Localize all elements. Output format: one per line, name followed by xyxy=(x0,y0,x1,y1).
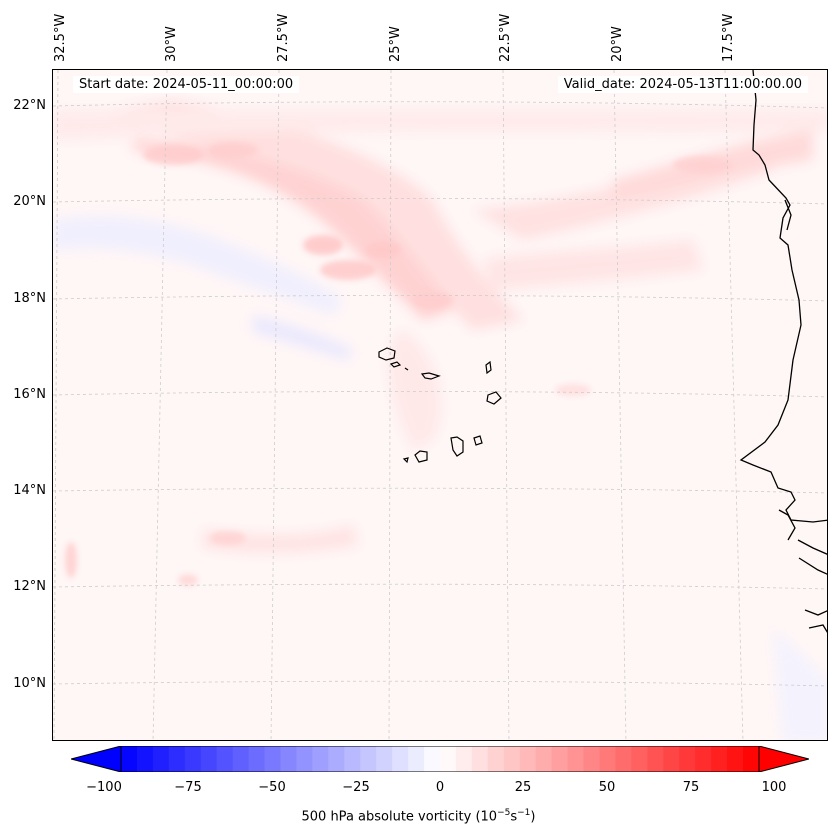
colorbar-cell xyxy=(344,746,361,772)
colorbar-cell xyxy=(168,746,186,772)
graticule xyxy=(53,70,827,740)
colorbar-cell xyxy=(679,746,696,772)
colorbar-cell xyxy=(583,746,600,772)
island-brava xyxy=(402,457,409,464)
colorbar-cell xyxy=(631,746,648,772)
colorbar-cell xyxy=(136,746,154,772)
colorbar-cell xyxy=(663,746,680,772)
colorbar-cell xyxy=(264,746,281,772)
colorbar-cell xyxy=(615,746,632,772)
colorbar-cell xyxy=(152,746,170,772)
colorbar-cell xyxy=(440,746,457,772)
colorbar-cell xyxy=(503,746,521,772)
vorticity-field-map xyxy=(53,70,827,740)
valid-date-label: Valid_date: 2024-05-13T11:00:00.00 xyxy=(557,76,808,93)
colorbar-cell xyxy=(184,746,202,772)
colorbar-scale xyxy=(69,745,811,773)
colorbar-cell xyxy=(248,746,266,772)
colorbar-cell xyxy=(519,746,537,772)
colorbar-cell xyxy=(392,746,409,772)
colorbar-cells xyxy=(69,745,811,773)
colorbar-cell xyxy=(232,746,250,772)
colorbar-cell xyxy=(551,746,569,772)
colorbar-extend-max xyxy=(758,745,811,773)
colorbar-cell xyxy=(312,746,329,772)
lon-label-17-5w: 17.5°W xyxy=(721,13,736,62)
lon-label-22-5w: 22.5°W xyxy=(498,13,513,62)
colorbar-cell xyxy=(376,746,393,772)
island-fogo xyxy=(414,450,428,463)
lat-label-12n: 12°N xyxy=(13,579,46,594)
colorbar-tick-label: −25 xyxy=(342,780,370,795)
lon-label-20w: 20°W xyxy=(610,26,625,62)
cape-verde-islands xyxy=(378,347,502,464)
island-santo-antao xyxy=(378,347,396,361)
colorbar-label-mid: s xyxy=(510,809,518,825)
africa-coastline xyxy=(739,70,827,633)
colorbar-cell xyxy=(471,746,489,772)
colorbar-cell xyxy=(647,746,664,772)
colorbar-tick-label: −100 xyxy=(86,780,122,795)
colorbar-cell xyxy=(296,746,313,772)
lon-label-30w: 30°W xyxy=(164,26,179,62)
colorbar-tick-label: 75 xyxy=(682,780,700,795)
island-sao-vicente xyxy=(389,361,402,368)
colorbar-extend-min xyxy=(69,745,122,773)
colorbar-cell xyxy=(328,746,345,772)
colorbar-tick-label: 25 xyxy=(514,780,532,795)
colorbar-cell xyxy=(599,746,616,772)
map-panel xyxy=(52,69,828,741)
lon-label-25w: 25°W xyxy=(388,26,403,62)
colorbar-cell xyxy=(424,746,441,772)
colorbar-tick-label: 0 xyxy=(435,780,445,795)
colorbar-label-main: 500 hPa absolute vorticity (10 xyxy=(301,809,498,825)
colorbar-tick-label: 50 xyxy=(598,780,616,795)
island-sal xyxy=(485,360,492,375)
island-sao-nicolau xyxy=(420,372,441,380)
colorbar-cell xyxy=(535,746,553,772)
lat-label-22n: 22°N xyxy=(13,98,46,113)
colorbar-cell xyxy=(727,746,744,772)
lon-label-32-5w: 32.5°W xyxy=(53,13,68,62)
colorbar-tick-label: −75 xyxy=(174,780,202,795)
colorbar-cell xyxy=(280,746,297,772)
lat-label-14n: 14°N xyxy=(13,483,46,498)
colorbar-cell xyxy=(408,746,425,772)
colorbar-cell xyxy=(743,746,760,772)
colorbar-cell xyxy=(360,746,377,772)
island-maio xyxy=(473,435,483,446)
lon-label-27-5w: 27.5°W xyxy=(276,13,291,62)
colorbar-label-exp1: −5 xyxy=(497,808,511,818)
colorbar-cell xyxy=(487,746,505,772)
lat-label-16n: 16°N xyxy=(13,387,46,402)
island-santa-luzia xyxy=(404,367,409,371)
colorbar-cell xyxy=(711,746,728,772)
positive-vorticity-cells xyxy=(65,142,733,586)
lat-label-20n: 20°N xyxy=(13,194,46,209)
colorbar-cell xyxy=(121,746,138,772)
colorbar-cell xyxy=(216,746,234,772)
colorbar-cell xyxy=(455,746,473,772)
colorbar xyxy=(69,745,811,773)
colorbar-tick-label: 100 xyxy=(761,780,787,795)
lat-label-18n: 18°N xyxy=(13,291,46,306)
colorbar-label-exp2: −1 xyxy=(517,808,531,818)
colorbar-tick-label: −50 xyxy=(258,780,286,795)
colorbar-label: 500 hPa absolute vorticity (10−5s−1) xyxy=(0,808,837,824)
colorbar-cell xyxy=(200,746,218,772)
island-santiago xyxy=(450,436,464,457)
colorbar-cell xyxy=(695,746,712,772)
island-boa-vista xyxy=(486,391,502,405)
lat-label-10n: 10°N xyxy=(13,676,46,691)
colorbar-cell xyxy=(567,746,585,772)
colorbar-label-end: ) xyxy=(530,809,536,825)
start-date-label: Start date: 2024-05-11_00:00:00 xyxy=(73,76,300,93)
